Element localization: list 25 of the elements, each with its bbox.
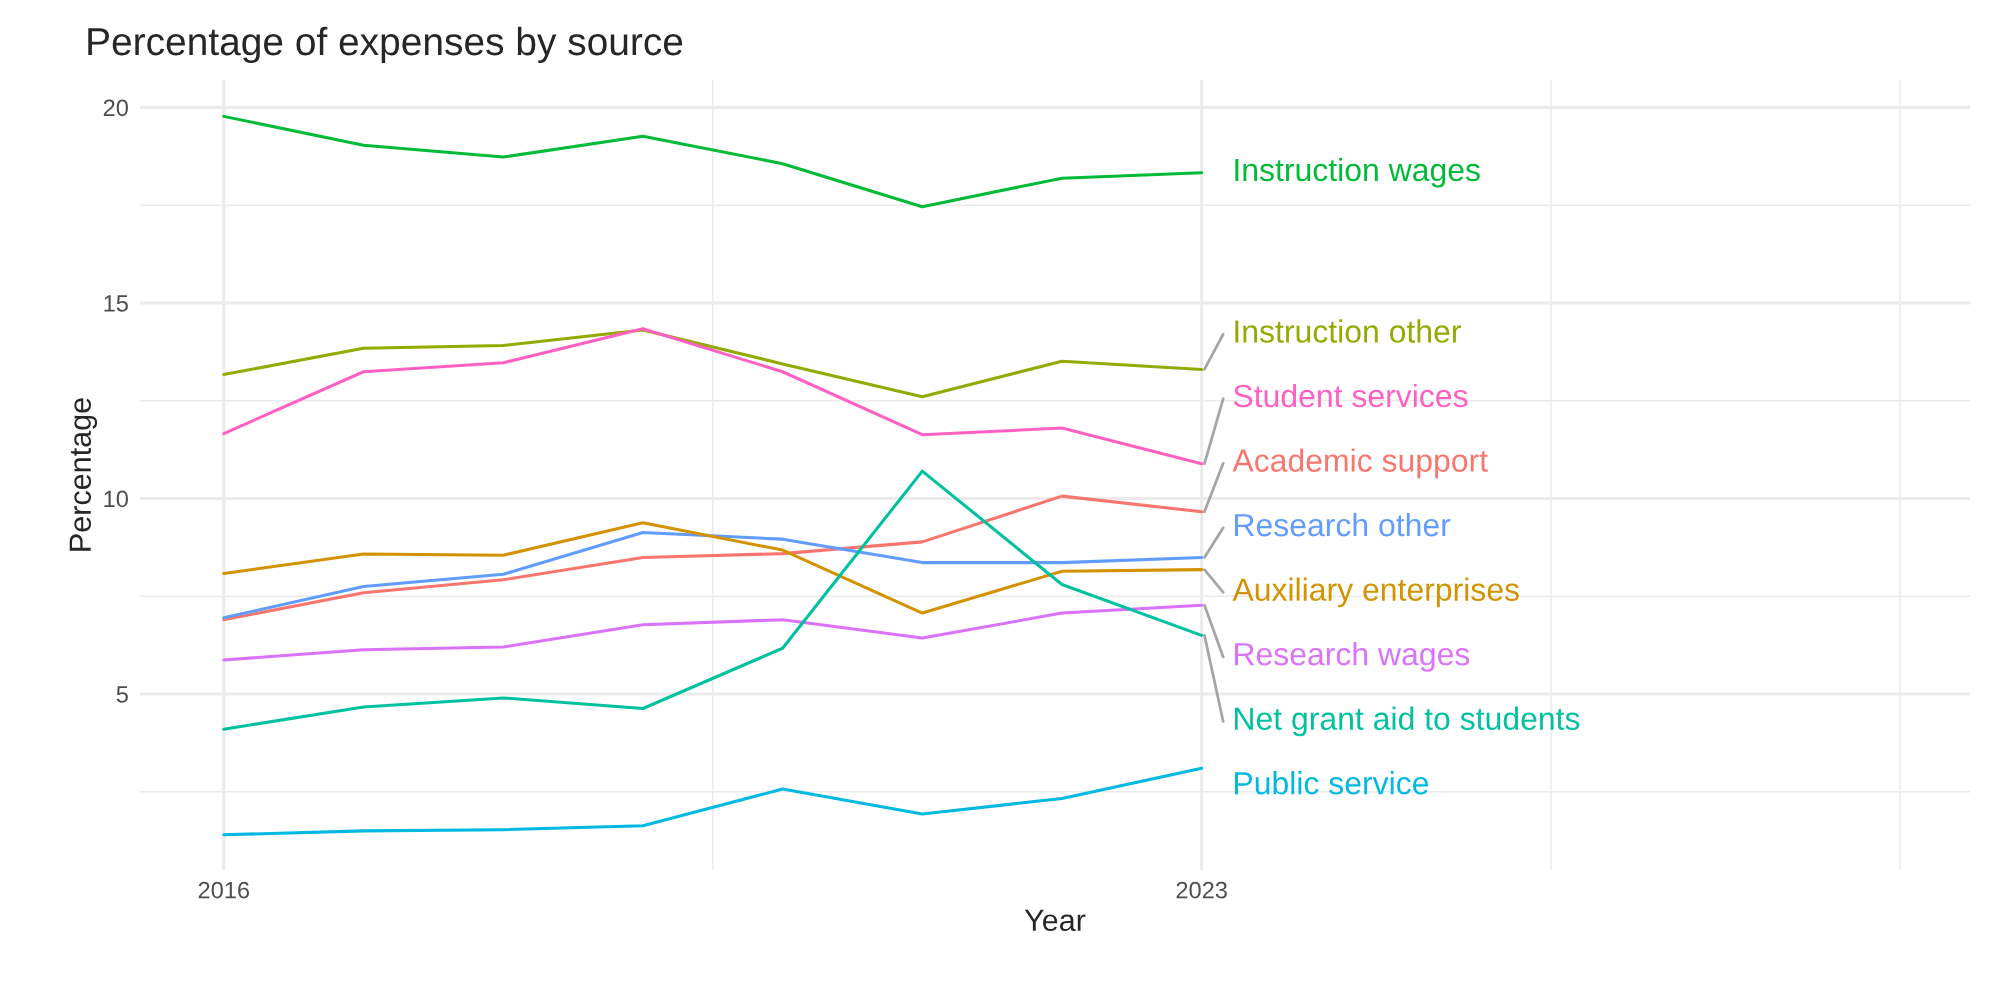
y-axis-title: Percentage [69,398,98,551]
y-tick-label: 20 [103,99,128,117]
y-tick-label: 5 [116,686,128,703]
chart-title: Percentage of expenses by source [88,26,683,64]
series-label: Academic support [1232,448,1488,479]
y-tick-label: 10 [104,490,128,508]
x-axis-title: Year [1024,909,1086,932]
line-series [222,469,1204,731]
x-tick-label: 2023 [1176,881,1227,899]
series-label: Instruction other [1235,319,1461,343]
series-label: Auxiliary enterprises [1232,577,1519,608]
line-series [222,327,1204,466]
line-series [222,494,1204,622]
line-series [222,328,1204,399]
series-label: Public service [1235,771,1429,795]
text: Student services [1233,383,1468,408]
series-label: Research other [1235,512,1451,537]
text: Net grant aid to students [1235,706,1580,737]
series-label: Instruction wages [1235,157,1480,188]
line-series [222,766,1204,837]
line-series [222,603,1204,662]
y-tick-label: 15 [104,295,128,312]
series-label: Research wages [1235,642,1470,672]
line-series [222,114,1204,209]
x-tick-label: 2016 [198,881,250,899]
